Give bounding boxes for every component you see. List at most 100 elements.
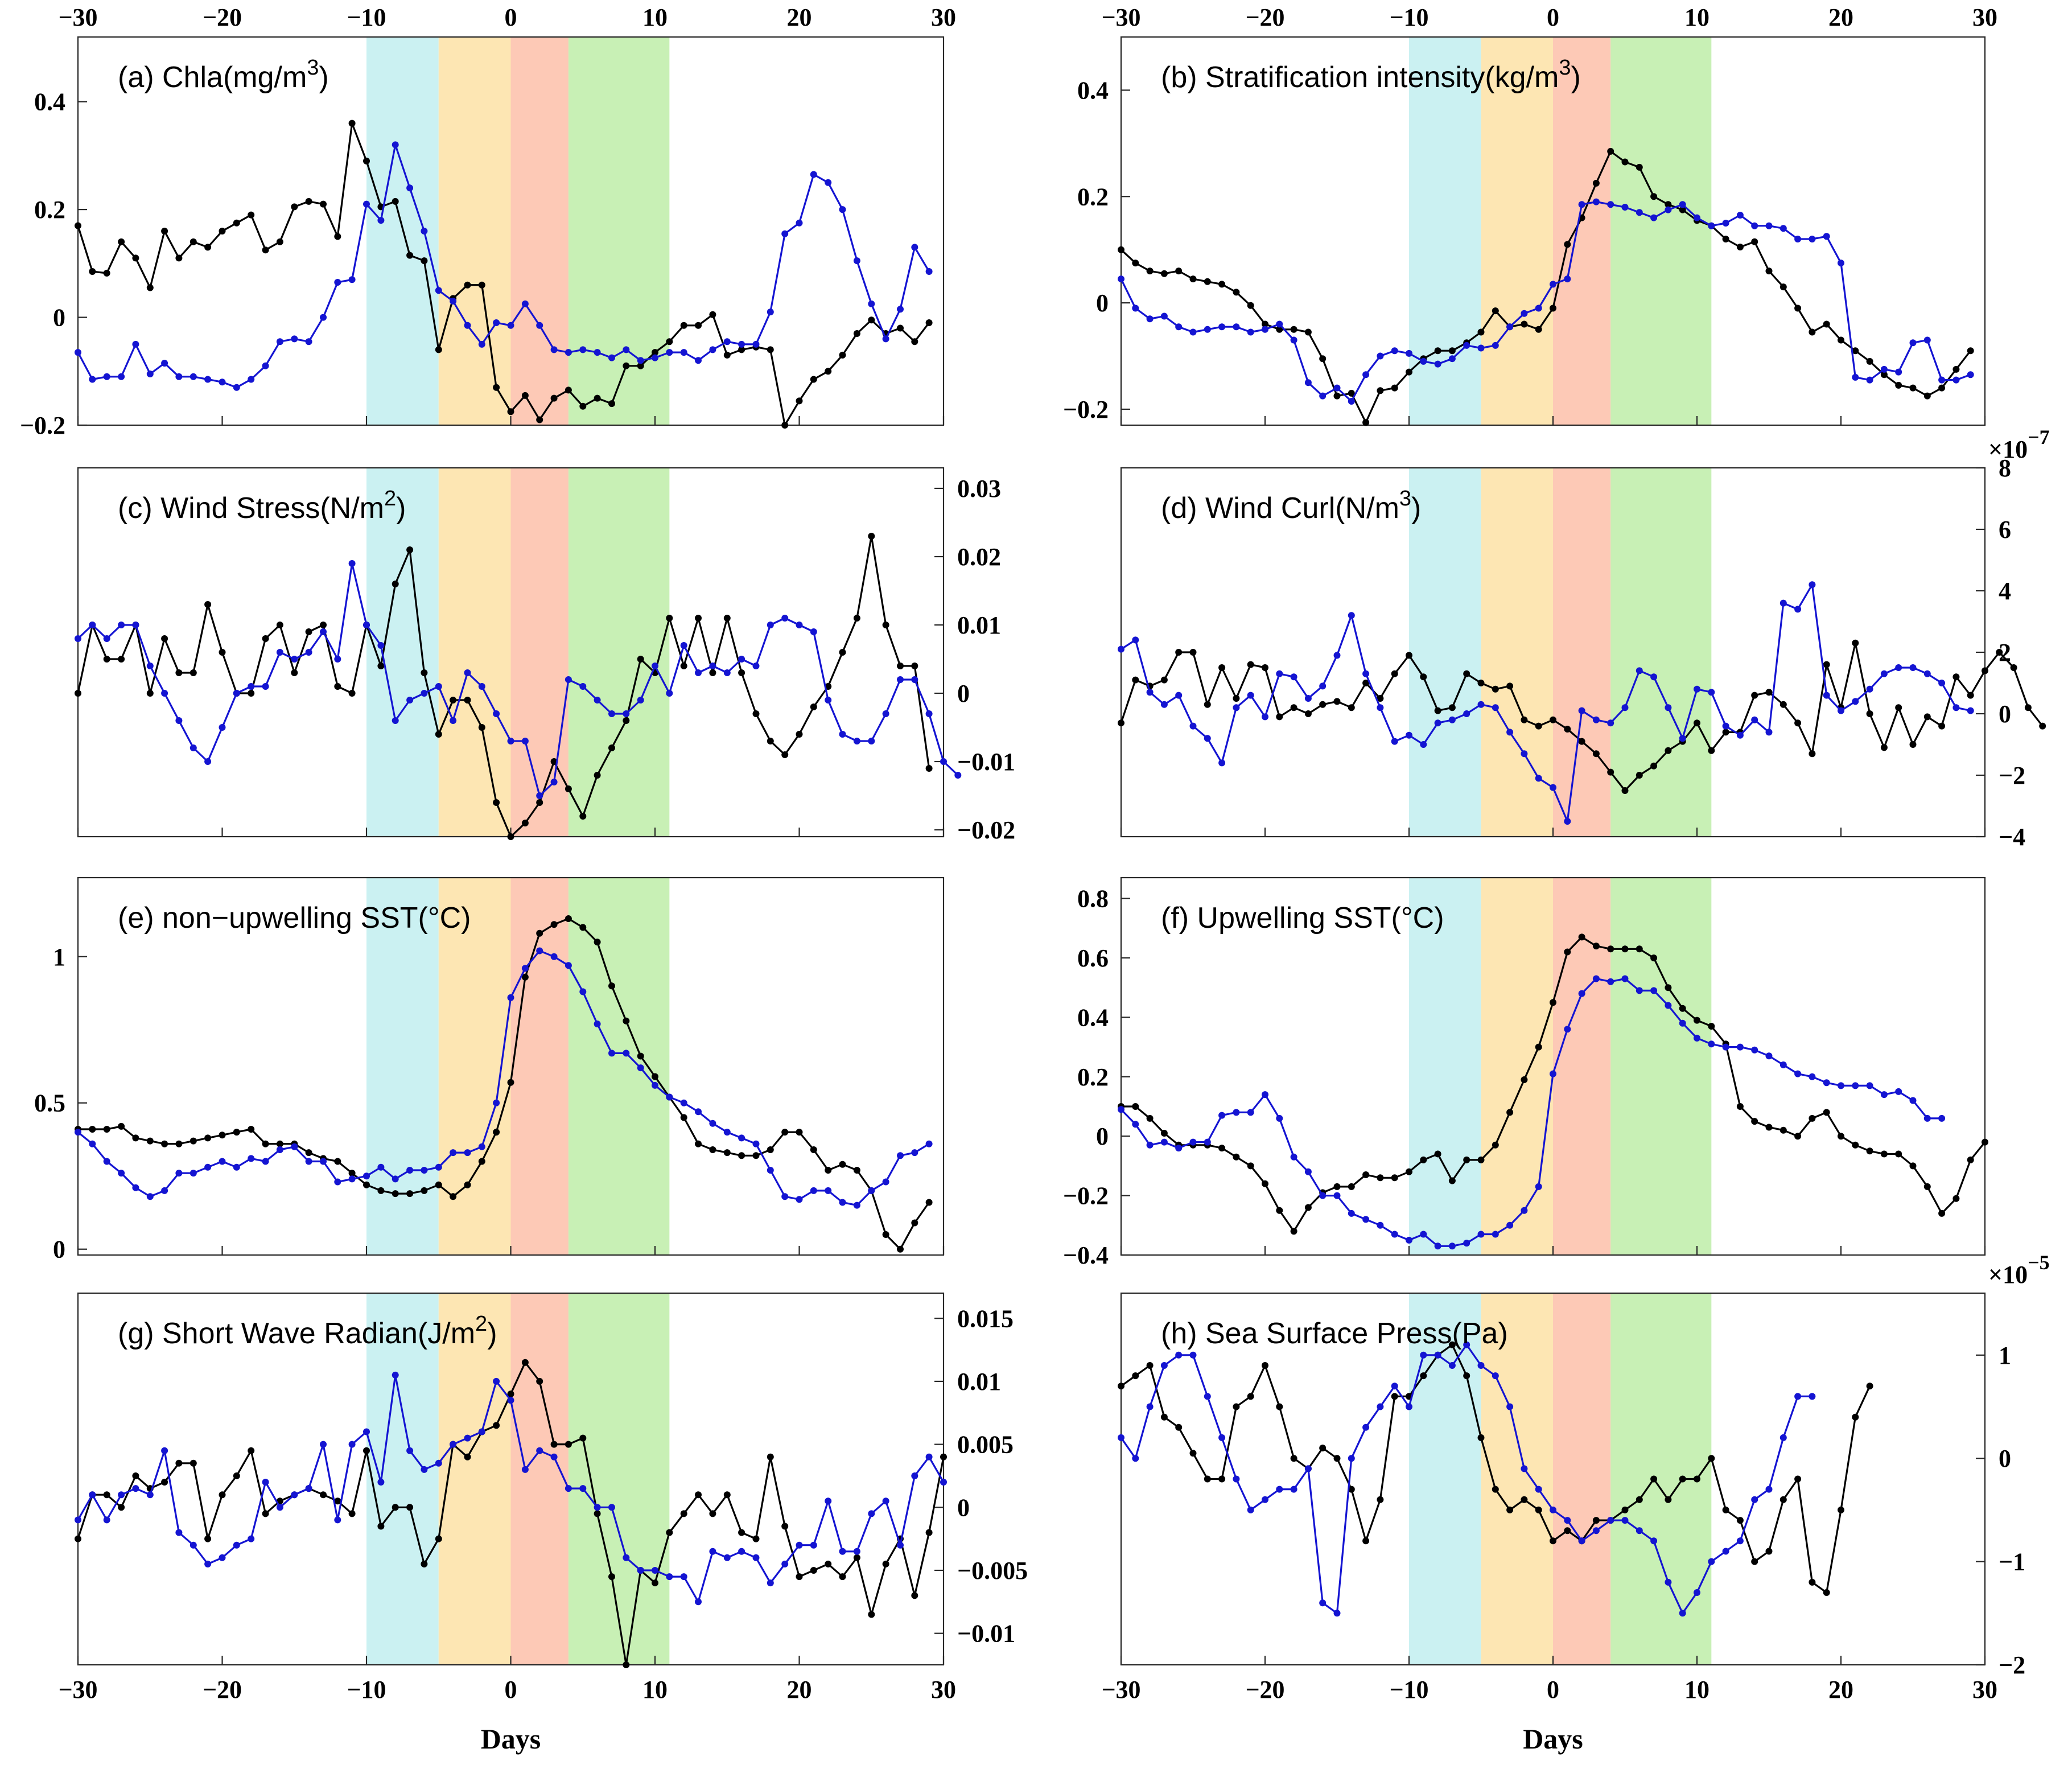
data-point-black bbox=[839, 351, 846, 359]
data-point-blue bbox=[291, 1491, 298, 1499]
data-point-blue bbox=[1751, 1046, 1758, 1054]
data-point-blue bbox=[1319, 682, 1327, 690]
data-point-black bbox=[1448, 704, 1456, 711]
data-point-blue bbox=[1765, 1486, 1773, 1493]
data-point-black bbox=[435, 1535, 442, 1542]
data-point-blue bbox=[248, 1155, 255, 1162]
data-point-blue bbox=[421, 1466, 428, 1473]
data-point-blue bbox=[89, 1491, 96, 1499]
data-point-blue bbox=[521, 738, 529, 744]
data-point-black bbox=[1333, 392, 1341, 400]
data-point-black bbox=[161, 635, 168, 642]
data-point-black bbox=[1895, 704, 1902, 711]
y-tick-label: −2 bbox=[1999, 1651, 2025, 1679]
data-point-black bbox=[1592, 750, 1600, 758]
data-point-black bbox=[1477, 1156, 1485, 1163]
data-point-black bbox=[348, 1510, 356, 1517]
data-point-blue bbox=[781, 230, 789, 237]
panel-f-yellow-band bbox=[1481, 878, 1553, 1255]
data-point-blue bbox=[1276, 320, 1283, 328]
data-point-blue bbox=[450, 1149, 457, 1157]
data-point-black bbox=[320, 1491, 327, 1499]
x-tick-label: 10 bbox=[1684, 1676, 1709, 1704]
data-point-blue bbox=[1535, 1183, 1542, 1190]
data-point-black bbox=[940, 1453, 947, 1460]
data-point-blue bbox=[1722, 1043, 1729, 1051]
data-point-blue bbox=[305, 1485, 312, 1492]
data-point-blue bbox=[1391, 1231, 1398, 1238]
panel-title: (c) Wind Stress(N/m2) bbox=[118, 487, 406, 525]
data-point-blue bbox=[291, 656, 298, 663]
data-point-blue bbox=[146, 1491, 154, 1499]
data-point-black bbox=[1852, 1413, 1859, 1421]
panel-e-green-band bbox=[568, 878, 670, 1255]
data-point-blue bbox=[1923, 670, 1931, 677]
data-point-black bbox=[1794, 305, 1802, 312]
data-point-black bbox=[262, 246, 269, 254]
y-tick-label: 0.4 bbox=[34, 88, 65, 116]
data-point-black bbox=[406, 546, 414, 553]
data-point-black bbox=[435, 1181, 442, 1188]
data-point-blue bbox=[1434, 719, 1441, 727]
data-point-blue bbox=[1319, 392, 1327, 400]
data-point-blue bbox=[1319, 1192, 1327, 1199]
data-point-black bbox=[1247, 661, 1254, 668]
data-point-blue bbox=[781, 1560, 789, 1567]
data-point-black bbox=[118, 1504, 125, 1511]
data-point-blue bbox=[377, 642, 385, 649]
data-point-black bbox=[464, 281, 471, 289]
data-point-black bbox=[868, 316, 875, 324]
data-point-blue bbox=[1694, 214, 1700, 221]
data-point-blue bbox=[1333, 384, 1341, 392]
data-point-black bbox=[536, 416, 543, 423]
data-point-black bbox=[1276, 713, 1283, 721]
data-point-black bbox=[103, 1126, 110, 1133]
data-point-black bbox=[738, 1529, 745, 1536]
data-point-black bbox=[1895, 1150, 1902, 1158]
axis-multiplier: ×10−5 bbox=[1988, 1251, 2050, 1289]
data-point-blue bbox=[348, 1175, 356, 1183]
data-point-blue bbox=[897, 306, 904, 313]
data-point-blue bbox=[1694, 1034, 1700, 1042]
data-point-black bbox=[579, 1434, 587, 1442]
data-point-blue bbox=[75, 1516, 81, 1524]
data-point-black bbox=[796, 1129, 803, 1136]
data-point-black bbox=[1852, 347, 1859, 355]
data-point-blue bbox=[1262, 1091, 1268, 1099]
data-point-black bbox=[75, 1535, 81, 1542]
data-point-black bbox=[1650, 1475, 1658, 1483]
data-point-blue bbox=[421, 1167, 428, 1174]
data-point-blue bbox=[1434, 360, 1441, 368]
data-point-black bbox=[1535, 1043, 1542, 1051]
data-point-blue bbox=[507, 738, 514, 744]
data-point-black bbox=[464, 1181, 471, 1188]
data-point-black bbox=[767, 738, 774, 744]
data-point-blue bbox=[219, 378, 226, 386]
data-point-blue bbox=[1348, 612, 1355, 619]
data-point-blue bbox=[1809, 581, 1816, 589]
data-point-blue bbox=[1838, 1082, 1844, 1089]
data-point-blue bbox=[752, 340, 760, 348]
data-point-blue bbox=[1564, 818, 1571, 825]
y-tick-label: 0 bbox=[1096, 289, 1109, 317]
data-point-blue bbox=[1175, 1351, 1183, 1359]
y-tick-label: 0 bbox=[1096, 1122, 1109, 1150]
panel-d-green-band bbox=[1610, 468, 1712, 837]
data-point-blue bbox=[1463, 1341, 1470, 1348]
data-point-blue bbox=[666, 1093, 673, 1101]
data-point-blue bbox=[1420, 357, 1427, 365]
data-point-black bbox=[392, 1504, 399, 1511]
x-tick-label: 0 bbox=[505, 1676, 517, 1704]
data-point-black bbox=[377, 663, 385, 669]
data-point-blue bbox=[767, 622, 774, 628]
data-point-black bbox=[594, 772, 601, 779]
data-point-blue bbox=[334, 656, 341, 663]
x-tick-label: −10 bbox=[1389, 1676, 1428, 1704]
data-point-black bbox=[348, 120, 356, 127]
data-point-black bbox=[1607, 147, 1614, 155]
y-tick-label: −0.01 bbox=[957, 748, 1015, 776]
data-point-blue bbox=[478, 340, 485, 348]
data-point-blue bbox=[911, 1472, 918, 1479]
data-point-blue bbox=[911, 1149, 918, 1157]
data-point-blue bbox=[1377, 1403, 1384, 1410]
